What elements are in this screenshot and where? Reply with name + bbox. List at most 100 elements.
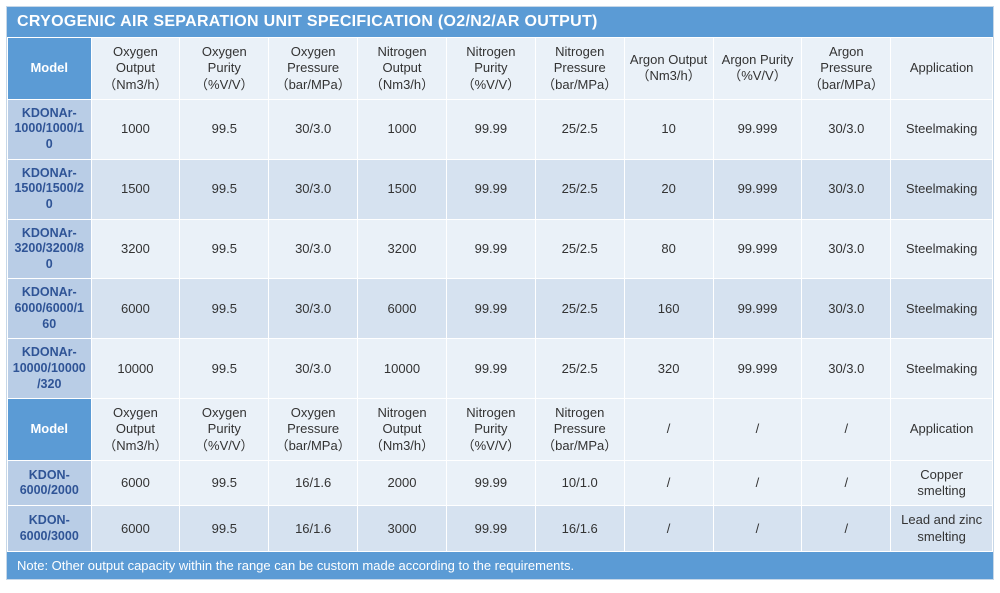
spec-table-container: CRYOGENIC AIR SEPARATION UNIT SPECIFICAT… [6,6,994,580]
cell: 99.5 [180,506,269,552]
cell: 3200 [358,219,447,279]
col-n2-pressure: Nitrogen Pressure（bar/MPa） [535,38,624,100]
cell: 99.99 [446,99,535,159]
cell: / [713,506,802,552]
col-application: Application [891,399,993,461]
table-note: Note: Other output capacity within the r… [7,552,993,579]
col-model: Model [8,399,92,461]
cell: 99.999 [713,279,802,339]
table-row: KDONAr-1500/1500/20 1500 99.5 30/3.0 150… [8,159,993,219]
spec-table: Model Oxygen Output（Nm3/h） Oxygen Purity… [7,37,993,552]
cell: 160 [624,279,713,339]
cell: 16/1.6 [269,506,358,552]
col-o2-purity: Oxygen Purity（%V/V） [180,38,269,100]
cell: 99.99 [446,279,535,339]
header-row-1: Model Oxygen Output（Nm3/h） Oxygen Purity… [8,38,993,100]
cell: 99.5 [180,99,269,159]
cell: Copper smelting [891,460,993,506]
cell: Steelmaking [891,159,993,219]
col-o2-output: Oxygen Output（Nm3/h） [91,399,180,461]
col-n2-purity: Nitrogen Purity（%V/V） [446,399,535,461]
cell: / [802,506,891,552]
col-n2-purity: Nitrogen Purity（%V/V） [446,38,535,100]
cell: 16/1.6 [535,506,624,552]
cell: 30/3.0 [802,219,891,279]
cell: 10000 [91,339,180,399]
cell: 25/2.5 [535,339,624,399]
col-ar-purity: Argon Purity（%V/V） [713,38,802,100]
cell: 320 [624,339,713,399]
cell: / [802,460,891,506]
model-cell: KDONAr-6000/6000/160 [8,279,92,339]
cell: 25/2.5 [535,99,624,159]
cell: 99.5 [180,219,269,279]
cell: 1000 [358,99,447,159]
cell: 2000 [358,460,447,506]
col-o2-pressure: Oxygen Pressure（bar/MPa） [269,399,358,461]
cell: 99.999 [713,159,802,219]
col-ar-pressure: Argon Pressure（bar/MPa） [802,38,891,100]
cell: / [713,460,802,506]
cell: 99.99 [446,159,535,219]
cell: 30/3.0 [802,159,891,219]
cell: 99.999 [713,219,802,279]
model-cell: KDON-6000/2000 [8,460,92,506]
cell: 30/3.0 [269,219,358,279]
header-row-2: Model Oxygen Output（Nm3/h） Oxygen Purity… [8,399,993,461]
table-row: KDONAr-10000/10000/320 10000 99.5 30/3.0… [8,339,993,399]
cell: Lead and zinc smelting [891,506,993,552]
table-row: KDONAr-1000/1000/10 1000 99.5 30/3.0 100… [8,99,993,159]
model-cell: KDONAr-10000/10000/320 [8,339,92,399]
col-o2-purity: Oxygen Purity（%V/V） [180,399,269,461]
cell: 1500 [358,159,447,219]
cell: 30/3.0 [269,279,358,339]
col-o2-pressure: Oxygen Pressure（bar/MPa） [269,38,358,100]
cell: 20 [624,159,713,219]
cell: 99.5 [180,279,269,339]
cell: 10 [624,99,713,159]
cell: 25/2.5 [535,219,624,279]
cell: / [624,506,713,552]
cell: 3200 [91,219,180,279]
cell: 16/1.6 [269,460,358,506]
cell: 99.99 [446,506,535,552]
col-model: Model [8,38,92,100]
cell: 6000 [358,279,447,339]
col-n2-pressure: Nitrogen Pressure（bar/MPa） [535,399,624,461]
cell: 99.99 [446,339,535,399]
cell: 99.5 [180,159,269,219]
cell: 6000 [91,506,180,552]
cell: 10/1.0 [535,460,624,506]
cell: 30/3.0 [269,99,358,159]
cell: 99.5 [180,339,269,399]
cell: 99.999 [713,339,802,399]
cell: 25/2.5 [535,279,624,339]
cell: 30/3.0 [802,279,891,339]
cell: Steelmaking [891,339,993,399]
cell: 30/3.0 [269,339,358,399]
cell: 6000 [91,279,180,339]
col-n2-output: Nitrogen Output（Nm3/h） [358,38,447,100]
cell: 1000 [91,99,180,159]
cell: 80 [624,219,713,279]
model-cell: KDONAr-1500/1500/20 [8,159,92,219]
col-application: Application [891,38,993,100]
table-row: KDON-6000/2000 6000 99.5 16/1.6 2000 99.… [8,460,993,506]
col-slash: / [713,399,802,461]
cell: 99.999 [713,99,802,159]
cell: Steelmaking [891,279,993,339]
cell: 30/3.0 [269,159,358,219]
cell: 30/3.0 [802,99,891,159]
table-row: KDON-6000/3000 6000 99.5 16/1.6 3000 99.… [8,506,993,552]
model-cell: KDON-6000/3000 [8,506,92,552]
col-ar-output: Argon Output（Nm3/h） [624,38,713,100]
col-n2-output: Nitrogen Output（Nm3/h） [358,399,447,461]
cell: 25/2.5 [535,159,624,219]
cell: 99.99 [446,460,535,506]
cell: 10000 [358,339,447,399]
cell: Steelmaking [891,99,993,159]
model-cell: KDONAr-1000/1000/10 [8,99,92,159]
col-o2-output: Oxygen Output（Nm3/h） [91,38,180,100]
cell: 99.5 [180,460,269,506]
cell: 1500 [91,159,180,219]
